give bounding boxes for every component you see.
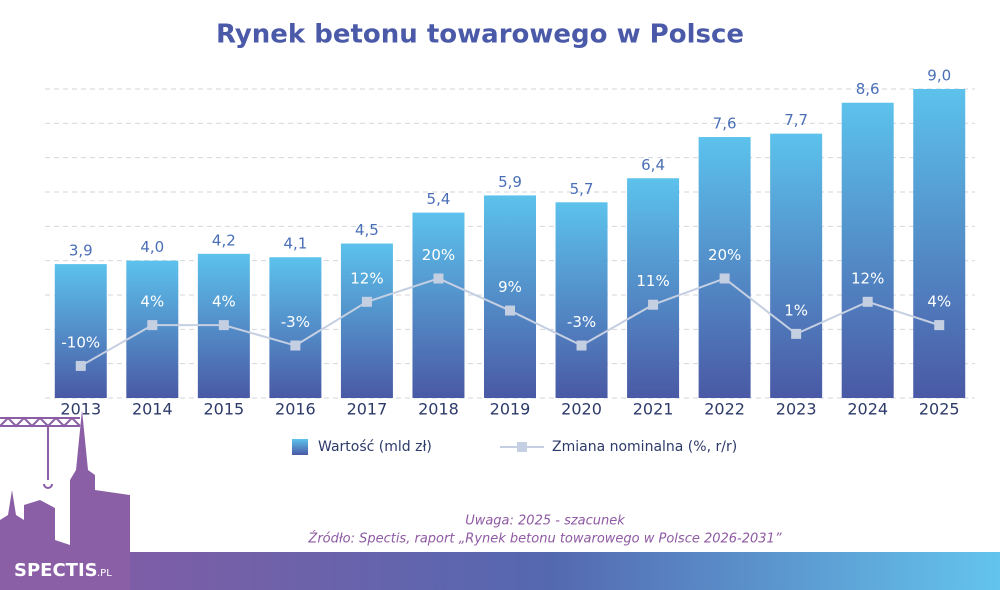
bar bbox=[555, 202, 608, 398]
x-tick-label: 2021 bbox=[633, 400, 674, 419]
bar bbox=[627, 178, 680, 398]
line-value-label: 12% bbox=[851, 269, 884, 287]
bar bbox=[269, 257, 322, 398]
source: Źródło: Spectis, raport „Rynek betonu to… bbox=[307, 531, 781, 547]
bar bbox=[412, 212, 465, 398]
bar bbox=[484, 195, 536, 398]
line-marker bbox=[75, 360, 86, 371]
line-marker bbox=[576, 340, 587, 351]
bar-value-label: 5,7 bbox=[570, 180, 594, 198]
line-value-label: 20% bbox=[422, 246, 455, 264]
line-marker bbox=[433, 273, 444, 284]
line-marker bbox=[648, 299, 659, 310]
legend-swatch bbox=[517, 442, 527, 452]
line-marker bbox=[290, 340, 301, 351]
bar-value-label: 6,4 bbox=[641, 156, 665, 174]
bar-value-label: 5,4 bbox=[427, 190, 451, 208]
bar bbox=[698, 137, 751, 399]
line-value-label: 9% bbox=[498, 278, 522, 296]
line-value-label: 1% bbox=[784, 301, 808, 319]
line-value-label: 4% bbox=[927, 293, 951, 311]
x-tick-label: 2025 bbox=[919, 400, 960, 419]
bar-value-label: 3,9 bbox=[69, 242, 93, 260]
x-tick-label: 2018 bbox=[418, 400, 459, 419]
x-tick-label: 2023 bbox=[776, 400, 817, 419]
x-tick-label: 2019 bbox=[490, 400, 531, 419]
logo: SPECTIS bbox=[14, 560, 98, 581]
line-marker bbox=[862, 296, 873, 307]
legend-swatch bbox=[292, 439, 308, 455]
x-tick-label: 2016 bbox=[275, 400, 316, 419]
line-value-label: -3% bbox=[281, 313, 310, 331]
bar bbox=[54, 264, 107, 398]
bar bbox=[770, 133, 823, 398]
bar bbox=[913, 89, 966, 398]
bar-value-label: 4,2 bbox=[212, 231, 236, 249]
line-value-label: 4% bbox=[212, 293, 236, 311]
bar bbox=[340, 243, 393, 398]
bar-value-label: 8,6 bbox=[856, 80, 880, 98]
line-marker bbox=[147, 320, 158, 331]
legend-label: Wartość (mld zł) bbox=[318, 439, 432, 455]
line-marker bbox=[719, 273, 730, 284]
line-marker bbox=[218, 320, 229, 331]
line-marker bbox=[361, 296, 372, 307]
bar-value-label: 9,0 bbox=[927, 67, 951, 85]
x-tick-label: 2022 bbox=[704, 400, 745, 419]
bar-value-label: 5,9 bbox=[498, 173, 522, 191]
x-tick-label: 2013 bbox=[60, 400, 101, 419]
line-value-label: 12% bbox=[350, 269, 383, 287]
line-value-label: -10% bbox=[61, 333, 100, 351]
x-tick-label: 2020 bbox=[561, 400, 602, 419]
x-tick-label: 2024 bbox=[847, 400, 888, 419]
bar bbox=[841, 102, 894, 398]
bar-value-label: 4,0 bbox=[140, 238, 164, 256]
x-tick-label: 2014 bbox=[132, 400, 173, 419]
bar-value-label: 4,5 bbox=[355, 221, 379, 239]
bar-value-label: 7,6 bbox=[713, 115, 737, 133]
chart-title: Rynek betonu towarowego w Polsce bbox=[216, 20, 744, 50]
skyline bbox=[0, 410, 130, 590]
line-value-label: -3% bbox=[567, 313, 596, 331]
line-value-label: 11% bbox=[636, 272, 669, 290]
bar-value-label: 7,7 bbox=[784, 111, 808, 129]
line-marker bbox=[934, 320, 945, 331]
note: Uwaga: 2025 - szacunek bbox=[465, 514, 625, 529]
bar-value-label: 4,1 bbox=[283, 235, 307, 253]
line-marker bbox=[505, 305, 515, 316]
footer-band bbox=[0, 552, 1000, 590]
logo-suffix: .PL bbox=[97, 568, 112, 579]
legend-label: Zmiana nominalna (%, r/r) bbox=[552, 439, 737, 455]
line-marker bbox=[791, 328, 802, 339]
crane bbox=[0, 416, 81, 489]
x-tick-label: 2017 bbox=[347, 400, 388, 419]
line-value-label: 4% bbox=[140, 293, 164, 311]
line-value-label: 20% bbox=[708, 246, 741, 264]
x-tick-label: 2015 bbox=[203, 400, 244, 419]
